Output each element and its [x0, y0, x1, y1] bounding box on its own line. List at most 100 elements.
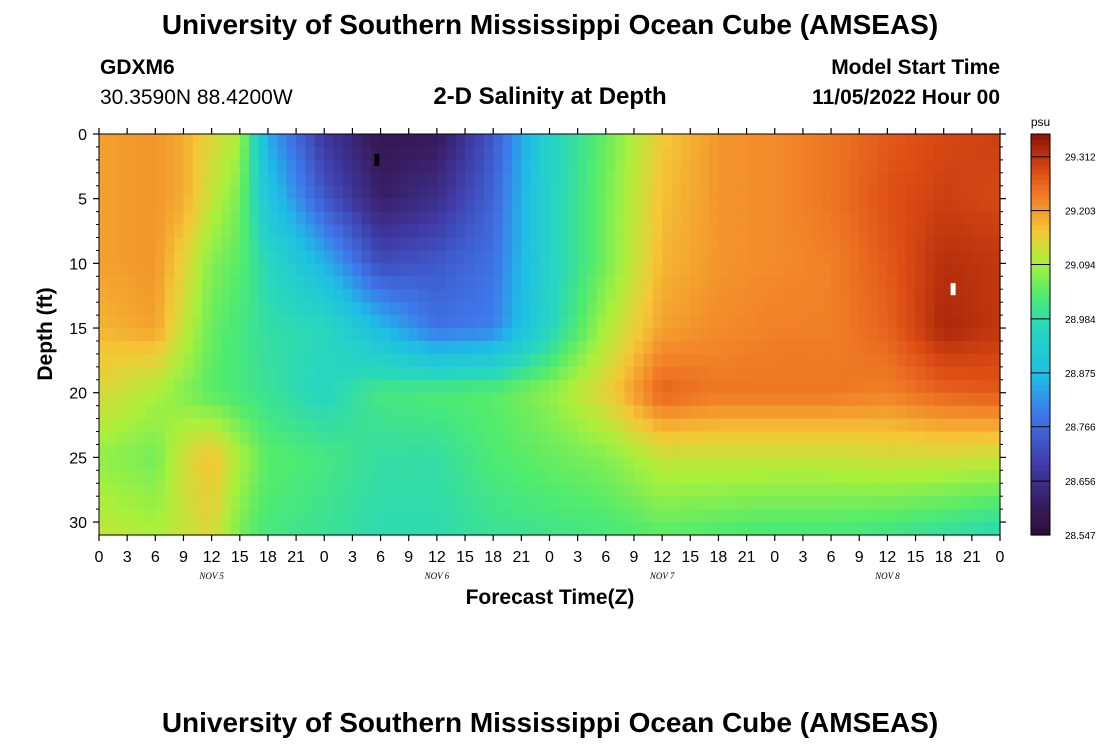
heatmap-cell	[587, 483, 598, 497]
heatmap-cell	[446, 224, 457, 239]
heatmap-cell	[859, 276, 870, 290]
heatmap-cell	[671, 457, 682, 471]
heatmap-cell	[643, 185, 654, 200]
heatmap-cell	[540, 250, 551, 264]
heatmap-cell	[943, 444, 954, 458]
heatmap-cell	[709, 134, 720, 148]
heatmap-cell	[709, 146, 720, 161]
heatmap-cell	[277, 237, 288, 252]
heatmap-cell	[493, 250, 504, 264]
heatmap-cell	[680, 315, 691, 329]
heatmap-cell	[915, 418, 926, 433]
heatmap-cell	[765, 185, 776, 200]
heatmap-cell	[286, 366, 297, 381]
heatmap-cell	[924, 418, 935, 433]
heatmap-cell	[521, 276, 532, 290]
heatmap-cell	[483, 328, 494, 342]
heatmap-cell	[699, 134, 710, 148]
heatmap-cell	[615, 340, 626, 355]
heatmap-cell	[174, 198, 185, 213]
heatmap-cell	[755, 159, 766, 174]
heatmap-cell	[943, 250, 954, 264]
heatmap-cell	[493, 263, 504, 277]
heatmap-cell	[953, 315, 964, 329]
heatmap-cell	[164, 444, 175, 458]
heatmap-cell	[183, 237, 194, 252]
heatmap-cell	[324, 328, 335, 342]
heatmap-cell	[389, 211, 400, 226]
heatmap-cell	[267, 392, 278, 407]
heatmap-cell	[371, 340, 382, 355]
heatmap-cell	[136, 418, 147, 433]
heatmap-cell	[793, 224, 804, 239]
heatmap-cell	[549, 289, 560, 303]
heatmap-cell	[831, 250, 842, 264]
heatmap-cell	[643, 315, 654, 329]
heatmap-cell	[343, 483, 354, 497]
heatmap-cell	[277, 522, 288, 536]
heatmap-cell	[971, 328, 982, 342]
heatmap-cell	[521, 211, 532, 226]
heatmap-cell	[389, 172, 400, 187]
heatmap-cell	[399, 237, 410, 252]
heatmap-cell	[774, 198, 785, 213]
heatmap-cell	[981, 418, 992, 433]
heatmap-cell	[389, 496, 400, 510]
heatmap-cell	[924, 379, 935, 394]
heatmap-cell	[465, 457, 476, 471]
heatmap-cell	[352, 522, 363, 536]
heatmap-cell	[896, 328, 907, 342]
heatmap-cell	[202, 328, 213, 342]
heatmap-cell	[924, 522, 935, 536]
heatmap-cell	[765, 146, 776, 161]
heatmap-cell	[596, 353, 607, 368]
heatmap-cell	[587, 315, 598, 329]
heatmap-cell	[953, 224, 964, 239]
heatmap-cell	[455, 185, 466, 200]
heatmap-cell	[127, 366, 138, 381]
heatmap-cell	[662, 483, 673, 497]
heatmap-cell	[587, 263, 598, 277]
heatmap-cell	[371, 444, 382, 458]
heatmap-cell	[812, 237, 823, 252]
heatmap-cell	[962, 315, 973, 329]
colorbar-tick-label: 28.875	[1065, 369, 1096, 380]
heatmap-cell	[333, 263, 344, 277]
heatmap-cell	[530, 250, 541, 264]
heatmap-cell	[474, 405, 485, 420]
heatmap-cell	[953, 366, 964, 381]
heatmap-cell	[371, 353, 382, 368]
heatmap-cell	[906, 483, 917, 497]
heatmap-cell	[662, 172, 673, 187]
heatmap-cell	[605, 211, 616, 226]
heatmap-cell	[183, 159, 194, 174]
heatmap-cell	[314, 289, 325, 303]
heatmap-cell	[540, 198, 551, 213]
heatmap-cell	[709, 444, 720, 458]
heatmap-cell	[943, 237, 954, 252]
date-label: NOV 7	[649, 571, 675, 581]
heatmap-cell	[352, 353, 363, 368]
heatmap-cell	[812, 457, 823, 471]
heatmap-cell	[849, 353, 860, 368]
heatmap-cell	[343, 379, 354, 394]
heatmap-cell	[361, 340, 372, 355]
heatmap-cell	[343, 496, 354, 510]
heatmap-cell	[887, 146, 898, 161]
heatmap-cell	[183, 185, 194, 200]
heatmap-cell	[568, 457, 579, 471]
heatmap-cell	[868, 457, 879, 471]
heatmap-cell	[821, 470, 832, 484]
heatmap-cell	[662, 457, 673, 471]
heatmap-cell	[868, 198, 879, 213]
heatmap-cell	[249, 522, 260, 536]
heatmap-cell	[812, 405, 823, 420]
heatmap-cell	[624, 431, 635, 446]
heatmap-cell	[690, 457, 701, 471]
heatmap-cell	[971, 224, 982, 239]
heatmap-cell	[192, 483, 203, 497]
heatmap-cell	[324, 353, 335, 368]
heatmap-cell	[633, 483, 644, 497]
heatmap-cell	[990, 211, 1001, 226]
heatmap-cell	[633, 328, 644, 342]
